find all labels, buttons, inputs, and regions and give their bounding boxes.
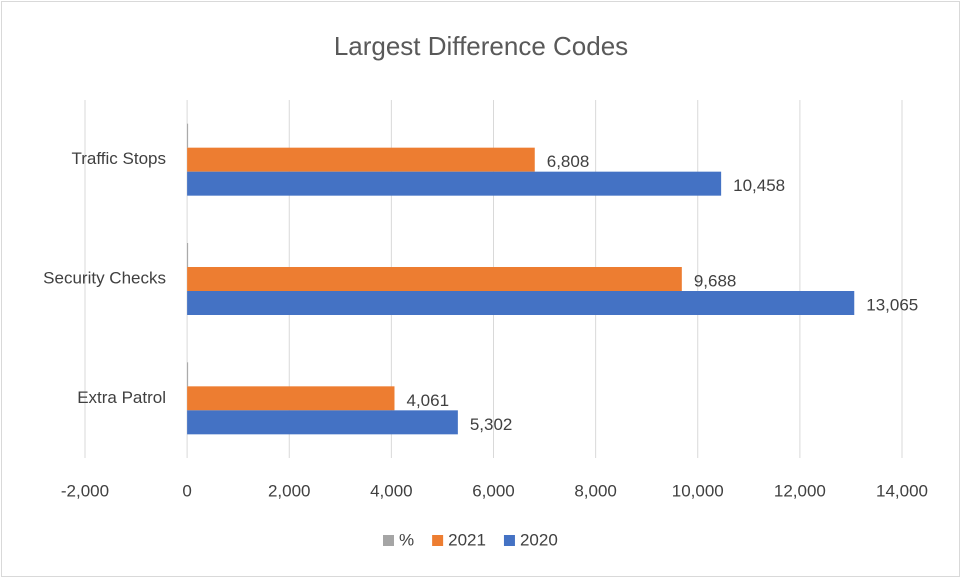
x-tick-label: -2,000 bbox=[61, 481, 109, 500]
legend-label: % bbox=[399, 530, 414, 549]
x-tick-label: 14,000 bbox=[876, 481, 928, 500]
legend-swatch bbox=[503, 535, 515, 546]
legend-label: 2021 bbox=[448, 530, 486, 549]
bar bbox=[187, 362, 189, 387]
legend-label: 2020 bbox=[520, 530, 558, 549]
x-tick-label: 4,000 bbox=[370, 481, 413, 500]
bar bbox=[187, 147, 535, 172]
bar bbox=[187, 291, 855, 315]
x-tick-label: 0 bbox=[182, 481, 191, 500]
bar bbox=[187, 243, 189, 267]
data-label: 9,688 bbox=[694, 271, 737, 290]
x-tick-label: 6,000 bbox=[472, 481, 515, 500]
y-tick-label: Extra Patrol bbox=[77, 388, 166, 407]
y-tick-label: Traffic Stops bbox=[72, 149, 166, 168]
bar bbox=[187, 267, 682, 291]
bar bbox=[187, 171, 722, 196]
legend-swatch bbox=[383, 535, 394, 546]
x-tick-label: 10,000 bbox=[672, 481, 724, 500]
data-label: 5,302 bbox=[470, 415, 513, 434]
bar bbox=[187, 410, 458, 435]
x-tick-label: 12,000 bbox=[774, 481, 826, 500]
y-tick-label: Security Checks bbox=[43, 268, 166, 287]
bar bbox=[187, 123, 189, 148]
data-label: 10,458 bbox=[733, 176, 785, 195]
bar bbox=[187, 386, 395, 411]
x-tick-label: 8,000 bbox=[574, 481, 617, 500]
legend-swatch bbox=[432, 535, 444, 546]
x-tick-label: 2,000 bbox=[268, 481, 311, 500]
data-label: 4,061 bbox=[406, 391, 449, 410]
chart-title: Largest Difference Codes bbox=[334, 31, 628, 61]
data-label: 13,065 bbox=[866, 295, 918, 314]
data-label: 6,808 bbox=[547, 152, 590, 171]
